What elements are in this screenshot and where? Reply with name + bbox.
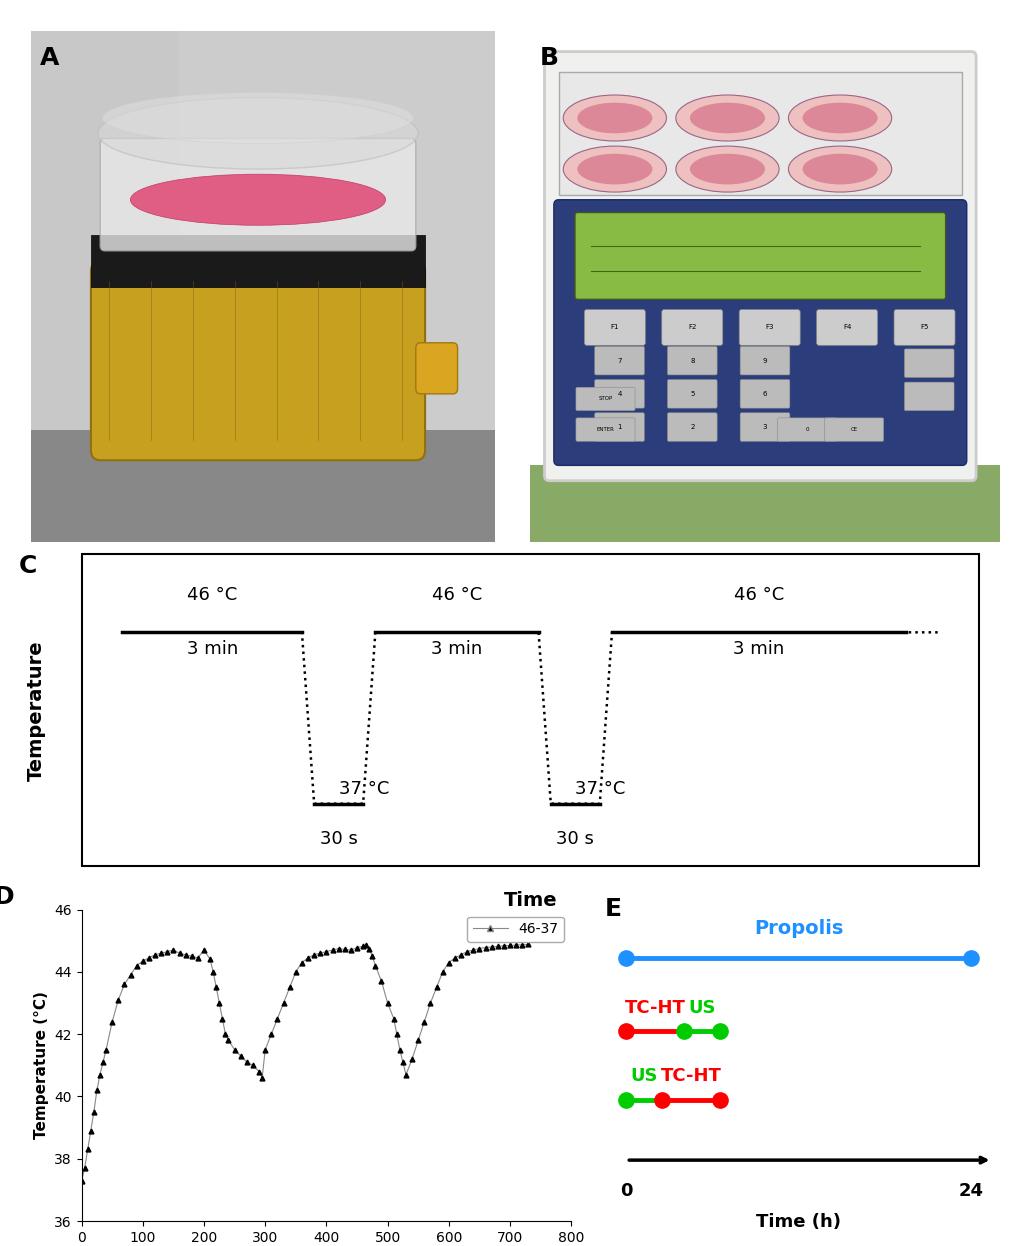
- Text: Time: Time: [503, 891, 556, 910]
- Text: 3: 3: [762, 424, 766, 430]
- Text: 30 s: 30 s: [555, 830, 594, 847]
- Text: 3 min: 3 min: [186, 640, 237, 658]
- Ellipse shape: [788, 95, 891, 141]
- Ellipse shape: [98, 97, 418, 169]
- FancyBboxPatch shape: [594, 346, 644, 375]
- Text: A: A: [40, 46, 59, 71]
- Text: B: B: [539, 46, 558, 71]
- FancyBboxPatch shape: [666, 412, 716, 441]
- Text: 4: 4: [616, 391, 622, 397]
- FancyBboxPatch shape: [904, 349, 953, 378]
- Bar: [31, 430, 494, 542]
- Ellipse shape: [562, 146, 665, 192]
- Ellipse shape: [689, 102, 764, 133]
- Text: F5: F5: [919, 324, 928, 330]
- Text: Propolis: Propolis: [753, 918, 843, 938]
- FancyBboxPatch shape: [823, 417, 882, 441]
- Text: 37 °C: 37 °C: [575, 780, 625, 799]
- Bar: [558, 72, 961, 194]
- Ellipse shape: [676, 146, 779, 192]
- Text: 0: 0: [620, 1182, 632, 1200]
- Text: 5: 5: [690, 391, 694, 397]
- FancyBboxPatch shape: [739, 309, 800, 345]
- Text: F4: F4: [842, 324, 851, 330]
- FancyBboxPatch shape: [740, 412, 789, 441]
- Text: US: US: [687, 998, 714, 1017]
- FancyBboxPatch shape: [740, 346, 789, 375]
- Text: 8: 8: [689, 358, 694, 364]
- FancyBboxPatch shape: [894, 309, 954, 345]
- FancyBboxPatch shape: [904, 383, 953, 411]
- Text: STOP: STOP: [598, 396, 612, 401]
- FancyBboxPatch shape: [594, 412, 644, 441]
- FancyBboxPatch shape: [544, 51, 975, 481]
- Text: F1: F1: [610, 324, 619, 330]
- FancyBboxPatch shape: [584, 309, 645, 345]
- Bar: [91, 235, 425, 287]
- Text: Temperature: Temperature: [26, 640, 46, 780]
- Bar: [82, 554, 978, 866]
- Text: 3 min: 3 min: [733, 640, 784, 658]
- FancyBboxPatch shape: [666, 346, 716, 375]
- Text: 2: 2: [690, 424, 694, 430]
- Ellipse shape: [802, 102, 876, 133]
- FancyBboxPatch shape: [91, 262, 425, 460]
- Text: 6: 6: [762, 391, 766, 397]
- Text: CE: CE: [850, 427, 857, 432]
- Ellipse shape: [562, 95, 665, 141]
- Text: 24: 24: [958, 1182, 982, 1200]
- Text: F2: F2: [688, 324, 696, 330]
- Y-axis label: Temperature (°C): Temperature (°C): [34, 992, 49, 1139]
- FancyBboxPatch shape: [575, 213, 945, 299]
- Text: ENTER: ENTER: [596, 427, 613, 432]
- Text: 46 °C: 46 °C: [431, 586, 482, 604]
- Legend: 46-37: 46-37: [467, 917, 564, 942]
- Text: TC-HT: TC-HT: [660, 1068, 720, 1085]
- FancyBboxPatch shape: [594, 380, 644, 409]
- FancyBboxPatch shape: [740, 380, 789, 409]
- Text: TC-HT: TC-HT: [624, 998, 685, 1017]
- Text: US: US: [630, 1068, 657, 1085]
- FancyBboxPatch shape: [576, 417, 635, 441]
- Ellipse shape: [788, 146, 891, 192]
- Ellipse shape: [130, 174, 385, 226]
- Text: 37 °C: 37 °C: [338, 780, 388, 799]
- Ellipse shape: [689, 153, 764, 184]
- FancyBboxPatch shape: [416, 343, 458, 394]
- FancyBboxPatch shape: [666, 380, 716, 409]
- Text: 1: 1: [616, 424, 622, 430]
- Text: 9: 9: [762, 358, 766, 364]
- Ellipse shape: [676, 95, 779, 141]
- Ellipse shape: [577, 153, 652, 184]
- FancyBboxPatch shape: [661, 309, 722, 345]
- Text: 46 °C: 46 °C: [733, 586, 784, 604]
- FancyBboxPatch shape: [553, 199, 966, 466]
- Text: 46 °C: 46 °C: [186, 586, 237, 604]
- FancyBboxPatch shape: [576, 388, 635, 411]
- Text: C: C: [18, 554, 37, 578]
- Ellipse shape: [802, 153, 876, 184]
- Bar: [530, 466, 999, 542]
- Text: E: E: [604, 897, 622, 922]
- FancyBboxPatch shape: [816, 309, 876, 345]
- FancyBboxPatch shape: [100, 138, 416, 250]
- FancyBboxPatch shape: [776, 417, 836, 441]
- Text: 0: 0: [805, 427, 808, 432]
- Text: 7: 7: [616, 358, 622, 364]
- Text: Time (h): Time (h): [755, 1212, 841, 1231]
- Text: F3: F3: [764, 324, 773, 330]
- Bar: [179, 31, 494, 430]
- Text: 30 s: 30 s: [319, 830, 358, 847]
- Ellipse shape: [103, 92, 413, 143]
- Text: D: D: [0, 885, 14, 908]
- Bar: [31, 31, 179, 430]
- Ellipse shape: [577, 102, 652, 133]
- Text: 3 min: 3 min: [431, 640, 482, 658]
